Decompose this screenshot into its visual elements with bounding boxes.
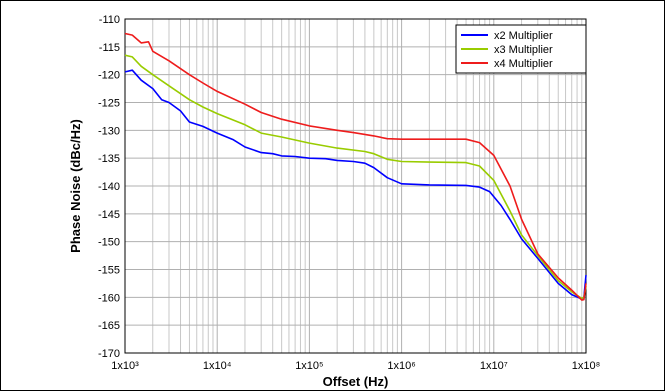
legend-label-x4: x4 Multiplier <box>494 58 553 70</box>
y-tick-label: -170 <box>98 348 120 360</box>
y-tick-label: -165 <box>98 320 120 332</box>
x-tick-label: 1x10⁷ <box>480 360 508 372</box>
y-tick-label: -145 <box>98 209 120 221</box>
y-tick-label: -115 <box>99 42 120 54</box>
y-tick-label: -135 <box>98 153 120 165</box>
y-tick-label: -125 <box>98 98 120 110</box>
series-line-4x <box>124 32 587 301</box>
series-layer <box>124 32 587 301</box>
x-tick-label: 1x10³ <box>111 360 139 372</box>
y-tick-label: -155 <box>98 265 120 277</box>
x-tick-label: 1x10⁵ <box>295 360 323 372</box>
plot-area <box>124 18 587 354</box>
y-tick-label: -110 <box>99 14 120 26</box>
series-line-3x <box>124 54 587 300</box>
y-tick-label: -140 <box>98 181 120 193</box>
y-tick-labels: -110 -115 -120 -125 -130 -135 -140 -145 -150 -155… <box>98 14 120 360</box>
y-tick-label: -150 <box>98 237 120 249</box>
x-tick-labels: 1x10³ 1x10⁴ 1x10⁵ 1x10⁶ 1x10⁷ 1x10⁸ <box>111 360 600 372</box>
y-tick-label: -130 <box>98 125 120 137</box>
x-tick-label: 1x10⁶ <box>387 360 415 372</box>
series-line-2x <box>124 69 587 300</box>
legend-label-x2: x2 Multiplier <box>494 30 553 42</box>
y-tick-label: -120 <box>98 70 120 82</box>
legend: x2 Multiplier x3 Multiplier x4 Multiplie… <box>455 24 587 74</box>
legend-label-x3: x3 Multiplier <box>494 44 553 56</box>
x-tick-label: 1x10⁸ <box>572 360 601 372</box>
x-tick-label: 1x10⁴ <box>203 360 232 372</box>
x-axis-title: Offset (Hz) <box>323 374 389 389</box>
y-tick-label: -160 <box>98 292 120 304</box>
y-axis-title: Phase Noise (dBc/Hz) <box>68 119 83 253</box>
